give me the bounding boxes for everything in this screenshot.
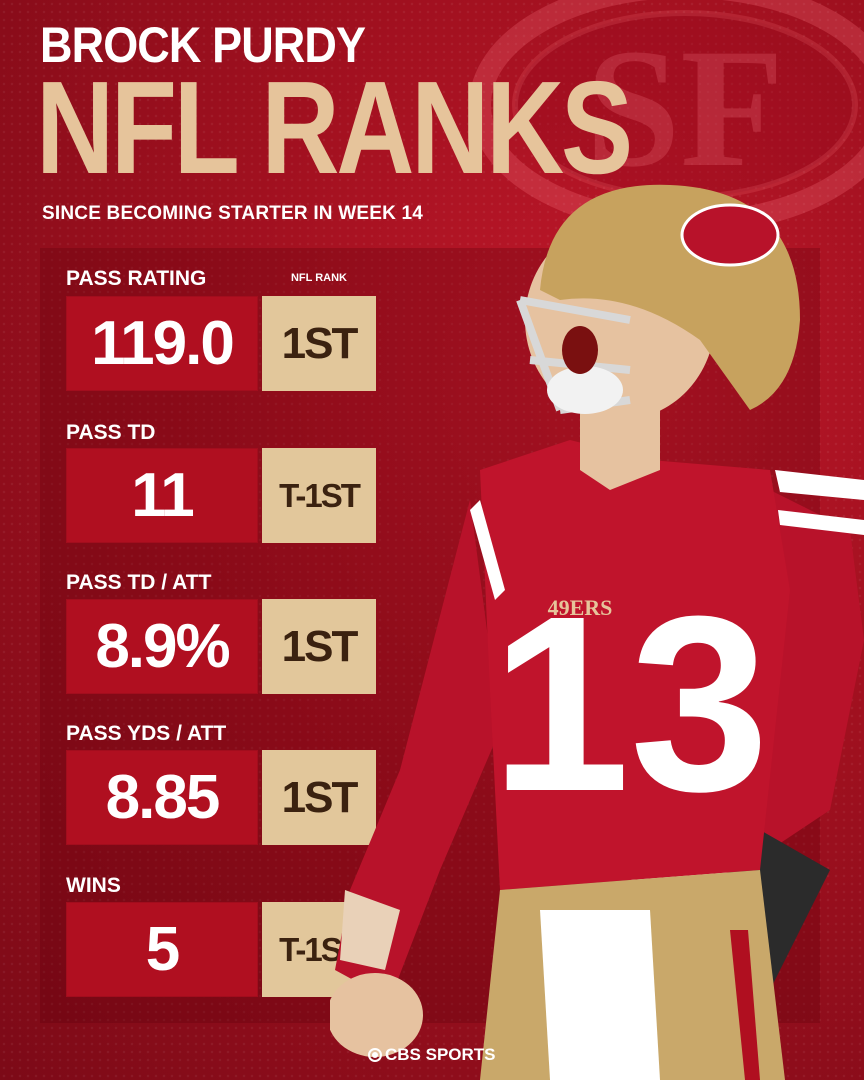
stat-value-pass-td-per-att: 8.9% bbox=[66, 599, 258, 694]
stat-rank-pass-td: T-1ST bbox=[262, 448, 376, 543]
svg-text:SF: SF bbox=[586, 14, 784, 202]
subtitle: SINCE BECOMING STARTER IN WEEK 14 bbox=[42, 203, 424, 224]
49ers-logo-watermark: SF bbox=[469, 0, 864, 234]
stat-rank-pass-td-per-att: 1ST bbox=[262, 599, 376, 694]
svg-text:49ERS: 49ERS bbox=[548, 595, 613, 620]
stat-rank-pass-yds-per-att: 1ST bbox=[262, 750, 376, 845]
stat-rank-pass-rating: 1ST bbox=[262, 296, 376, 391]
svg-text:13: 13 bbox=[491, 564, 769, 843]
cbs-sports-logo: CBS SPORTS bbox=[368, 1045, 496, 1065]
cbs-sports-text: CBS SPORTS bbox=[385, 1045, 496, 1064]
stat-label-pass-td-per-att: PASS TD / ATT bbox=[66, 571, 212, 594]
stat-label-pass-td: PASS TD bbox=[66, 421, 156, 444]
stat-value-pass-rating: 119.0 bbox=[66, 296, 258, 391]
stat-label-wins: WINS bbox=[66, 874, 121, 897]
stat-value-pass-td: 11 bbox=[66, 448, 258, 543]
stat-value-wins: 5 bbox=[66, 902, 258, 997]
cbs-eye-icon bbox=[368, 1048, 382, 1062]
page-title: NFL RANKS bbox=[36, 54, 633, 201]
stat-label-pass-rating: PASS RATING bbox=[66, 267, 207, 290]
rank-column-header: NFL RANK bbox=[290, 272, 347, 284]
player-photo: 13 49ERS bbox=[330, 184, 864, 1080]
stat-value-pass-yds-per-att: 8.85 bbox=[66, 750, 258, 845]
player-name: BROCK PURDY bbox=[40, 17, 366, 73]
stat-label-pass-yds-per-att: PASS YDS / ATT bbox=[66, 722, 227, 745]
